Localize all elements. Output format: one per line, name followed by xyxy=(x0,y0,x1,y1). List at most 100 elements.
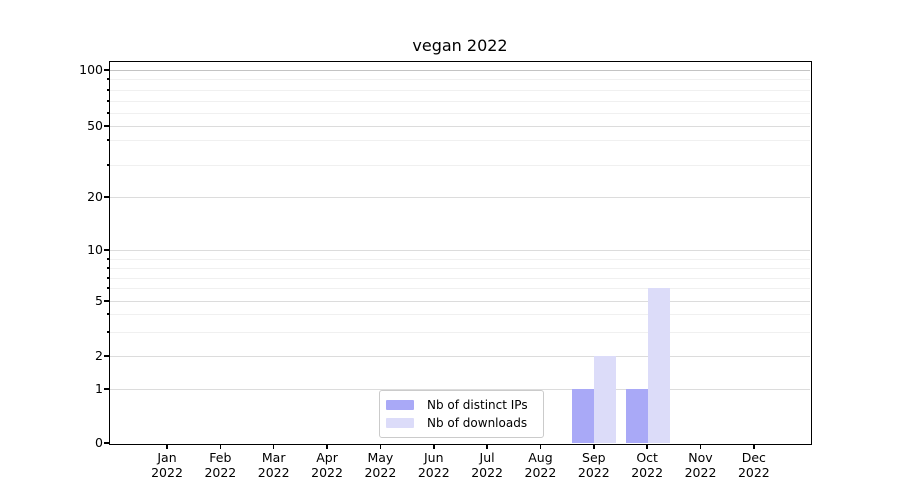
gridline-major xyxy=(110,125,810,127)
gridline-minor xyxy=(110,78,810,80)
x-tick-year: 2022 xyxy=(311,465,343,480)
x-tick-year: 2022 xyxy=(737,465,770,480)
x-tick xyxy=(219,444,222,450)
y-tick-label: 2 xyxy=(95,348,103,363)
gridline-major xyxy=(110,355,810,357)
x-tick-month: Jul xyxy=(479,450,495,465)
x-tick-year: 2022 xyxy=(257,465,290,480)
x-tick-month: Jun xyxy=(423,450,444,465)
x-tick xyxy=(539,444,542,450)
y-tick xyxy=(104,249,110,251)
x-tick-label: Jul 2022 xyxy=(455,450,519,480)
y-tick xyxy=(104,125,110,127)
x-tick-label: Feb 2022 xyxy=(188,450,252,480)
legend-label: Nb of downloads xyxy=(427,416,528,430)
gridline-minor xyxy=(110,112,810,114)
x-tick xyxy=(326,444,328,450)
legend-swatch xyxy=(386,418,414,428)
x-tick-year: 2022 xyxy=(204,465,237,480)
x-tick-year: 2022 xyxy=(417,465,450,480)
y-tick-label: 20 xyxy=(87,189,103,204)
y-tick-label: 1 xyxy=(95,381,103,396)
x-tick xyxy=(699,444,702,450)
y-tick xyxy=(104,442,110,444)
plot-area xyxy=(110,62,810,443)
x-tick-month: Feb xyxy=(209,450,232,465)
bar-nb-of-downloads-oct xyxy=(647,288,670,443)
x-tick-month: Sep xyxy=(582,450,606,465)
gridline-minor xyxy=(110,287,810,289)
gridline-minor xyxy=(110,100,810,102)
x-tick-month: Dec xyxy=(741,450,766,465)
y-tick xyxy=(104,355,110,357)
bar-nb-of-distinct-ips-sep xyxy=(572,389,595,443)
y-tick xyxy=(104,388,110,390)
y-minor-tick xyxy=(106,331,110,333)
gridline-minor xyxy=(110,258,810,260)
bar-nb-of-distinct-ips-oct xyxy=(625,389,648,443)
x-tick-month: Mar xyxy=(261,450,286,465)
x-tick-label: Sep 2022 xyxy=(562,450,626,480)
legend-row: Nb of distinct IPs xyxy=(386,398,543,412)
x-tick-year: 2022 xyxy=(364,465,397,480)
x-tick-year: 2022 xyxy=(524,465,557,480)
y-minor-tick xyxy=(106,277,110,279)
y-minor-tick xyxy=(106,267,110,269)
x-tick-label: Jan 2022 xyxy=(135,450,199,480)
gridline-major xyxy=(110,69,810,71)
x-tick xyxy=(593,444,595,450)
y-minor-tick xyxy=(106,313,110,315)
y-minor-tick xyxy=(106,139,110,141)
x-tick xyxy=(646,444,648,450)
legend-swatch xyxy=(386,400,414,410)
gridline-minor xyxy=(110,139,810,141)
x-tick xyxy=(432,444,435,450)
x-tick-label: Aug 2022 xyxy=(508,450,572,480)
x-tick-label: Nov 2022 xyxy=(669,450,733,480)
x-tick-year: 2022 xyxy=(151,465,183,480)
gridline-minor xyxy=(110,164,810,166)
x-tick-month: Apr xyxy=(316,450,338,465)
x-tick-label: Mar 2022 xyxy=(242,450,306,480)
x-tick-year: 2022 xyxy=(684,465,717,480)
x-tick-label: May 2022 xyxy=(348,450,412,480)
gridline-major xyxy=(110,388,810,390)
y-minor-tick xyxy=(106,164,110,166)
gridline-major xyxy=(110,196,810,198)
bar-nb-of-downloads-sep xyxy=(594,356,617,443)
y-minor-tick xyxy=(106,78,110,80)
x-tick-year: 2022 xyxy=(577,465,610,480)
legend-label: Nb of distinct IPs xyxy=(427,398,528,412)
y-minor-tick xyxy=(106,89,110,91)
y-minor-tick xyxy=(106,258,110,260)
x-tick-year: 2022 xyxy=(631,465,664,480)
x-tick-label: Apr 2022 xyxy=(295,450,359,480)
gridline-minor xyxy=(110,267,810,269)
legend-row: Nb of downloads xyxy=(386,416,543,430)
y-tick xyxy=(104,69,110,71)
y-tick-label: 100 xyxy=(79,62,103,77)
y-minor-tick xyxy=(106,100,110,102)
x-tick-month: Nov xyxy=(688,450,713,465)
legend: Nb of distinct IPs Nb of downloads xyxy=(379,390,544,438)
gridline-major xyxy=(110,249,810,251)
x-tick-month: Aug xyxy=(528,450,553,465)
y-minor-tick xyxy=(106,287,110,289)
y-tick xyxy=(104,300,110,302)
chart-title: vegan 2022 xyxy=(412,36,508,55)
x-tick xyxy=(379,444,382,450)
y-tick xyxy=(104,196,110,198)
y-tick-label: 5 xyxy=(95,293,103,308)
y-tick-label: 0 xyxy=(95,435,103,450)
x-tick xyxy=(486,444,488,450)
x-tick xyxy=(166,444,168,450)
gridline-minor xyxy=(110,331,810,333)
gridline-minor xyxy=(110,89,810,91)
x-tick-month: May xyxy=(367,450,394,465)
x-tick-month: Oct xyxy=(636,450,658,465)
gridline-major xyxy=(110,300,810,302)
y-tick-label: 50 xyxy=(87,118,103,133)
x-tick-month: Jan xyxy=(157,450,177,465)
y-minor-tick xyxy=(106,112,110,114)
